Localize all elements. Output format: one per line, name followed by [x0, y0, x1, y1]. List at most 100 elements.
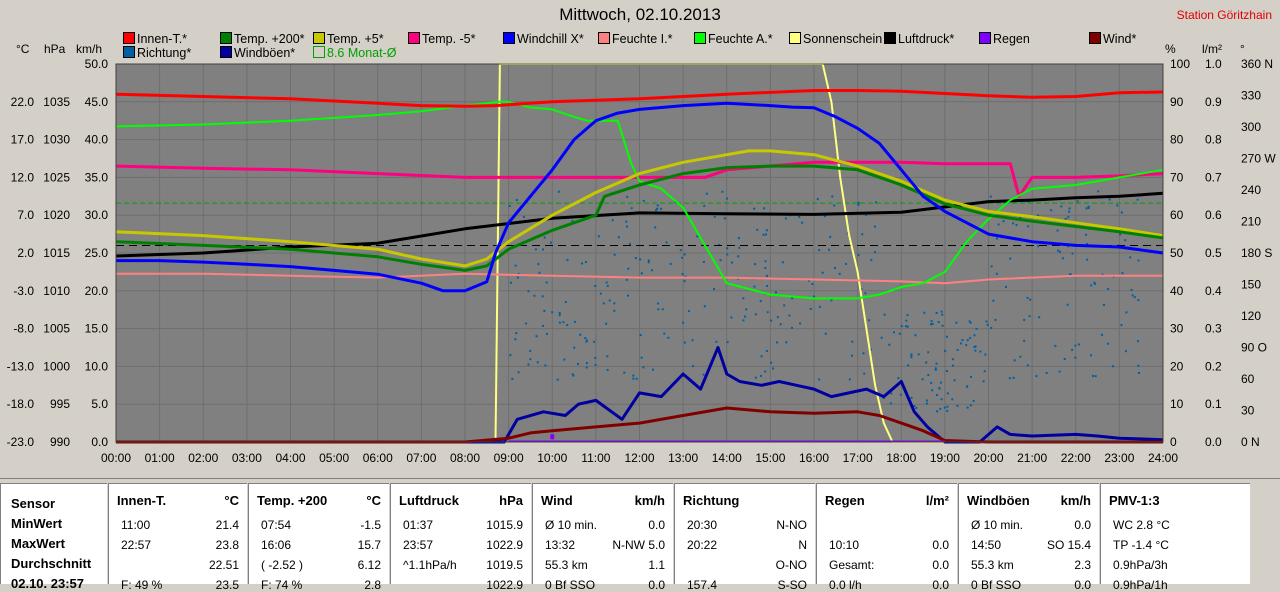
scatter-point-direction — [679, 249, 682, 252]
legend-swatch — [313, 46, 325, 58]
panel-cell-value: 1022.9 — [486, 578, 523, 592]
scatter-point-direction — [533, 294, 536, 297]
scatter-point-direction — [770, 361, 773, 364]
scatter-point-direction — [940, 310, 943, 313]
legend-label: Richtung* — [137, 46, 192, 60]
scatter-point-direction — [585, 362, 588, 365]
scatter-point-direction — [1101, 333, 1104, 336]
scatter-point-direction — [833, 204, 836, 207]
panel-cell-label: 23:57 — [403, 538, 434, 552]
scatter-point-direction — [594, 284, 597, 287]
panel-cell-value: S-SO — [777, 578, 807, 592]
panel-cell-label: 55.3 km — [971, 558, 1014, 572]
y-tick-label-kmh: 20.0 — [85, 284, 109, 298]
scatter-point-direction — [1133, 296, 1136, 299]
legend-swatch — [694, 32, 706, 44]
scatter-point-direction — [759, 300, 762, 303]
scatter-point-direction — [585, 340, 588, 343]
scatter-point-direction — [630, 207, 633, 210]
scatter-point-direction — [577, 362, 580, 365]
scatter-point-direction — [1077, 343, 1080, 346]
scatter-point-direction — [1106, 287, 1109, 290]
scatter-point-direction — [1028, 315, 1031, 318]
scatter-point-direction — [982, 380, 985, 383]
scatter-point-direction — [906, 325, 909, 328]
scatter-point-direction — [941, 313, 944, 316]
series-line — [115, 164, 1164, 272]
scatter-point-direction — [1137, 299, 1140, 302]
scatter-point-direction — [821, 271, 824, 274]
scatter-point-direction — [873, 225, 876, 228]
axis-unit-celsius: °C — [16, 42, 30, 56]
scatter-point-direction — [811, 283, 814, 286]
panel-cell-label: 0.0 l/h — [829, 578, 862, 592]
y-tick-label-kmh: 35.0 — [85, 170, 109, 184]
scatter-point-direction — [1045, 372, 1048, 375]
scatter-point-direction — [639, 333, 642, 336]
panel-header: Windböen — [967, 493, 1030, 508]
y-tick-label-percent: 100 — [1170, 57, 1190, 71]
panel-cell-label: F: 49 % — [121, 578, 163, 592]
panel-cell-label: 11:00 — [121, 518, 151, 532]
summary-panel: Richtung 20:30 N-NO 20:22 N O-NO 157.4 S-SO — [674, 483, 815, 592]
y-tick-label-direction: 30 — [1241, 404, 1255, 418]
scatter-point-direction — [983, 370, 986, 373]
scatter-point-direction — [969, 375, 972, 378]
legend-label: Feuchte I.* — [612, 32, 673, 46]
scatter-point-direction — [515, 198, 518, 201]
scatter-point-direction — [579, 333, 582, 336]
scatter-point-direction — [1060, 205, 1063, 208]
y-tick-label-direction: 120 — [1241, 309, 1261, 323]
y-tick-label-celsius: 22.0 — [11, 95, 35, 109]
x-tick-label: 22:00 — [1061, 451, 1091, 465]
scatter-point-direction — [605, 281, 608, 284]
scatter-point-direction — [683, 341, 686, 344]
scatter-point-direction — [905, 319, 908, 322]
scatter-point-direction — [745, 308, 748, 311]
scatter-point-direction — [550, 241, 553, 244]
scatter-point-direction — [1009, 257, 1012, 260]
scatter-point-direction — [556, 378, 559, 381]
scatter-point-direction — [994, 318, 997, 321]
scatter-point-direction — [1002, 220, 1005, 223]
scatter-point-direction — [1085, 207, 1088, 210]
summary-panel: Windböen km/h Ø 10 min. 0.0 14:50 SO 15.4 55.3… — [958, 483, 1099, 592]
panel-cell-value: 22.51 — [208, 558, 239, 572]
scatter-point-direction — [965, 344, 968, 347]
y-tick-label-rain: 0.3 — [1205, 322, 1222, 336]
scatter-point-direction — [851, 354, 854, 357]
scatter-point-direction — [718, 243, 721, 246]
y-tick-label-rain: 0.1 — [1205, 397, 1222, 411]
scatter-point-direction — [1068, 273, 1071, 276]
legend-label: Temp. +200* — [234, 32, 305, 46]
scatter-point-direction — [625, 278, 628, 281]
scatter-point-direction — [599, 292, 602, 295]
scatter-point-direction — [1071, 348, 1074, 351]
axis-unit-kmh: km/h — [76, 42, 103, 56]
y-tick-label-rain: 0.9 — [1205, 95, 1222, 109]
legend-swatch — [598, 32, 610, 44]
scatter-point-direction — [1068, 207, 1071, 210]
panel-unit: hPa — [499, 493, 523, 508]
panel-cell-value: 0.0 — [648, 578, 665, 592]
scatter-point-direction — [737, 237, 740, 240]
row-label: MaxWert — [11, 536, 65, 551]
scatter-point-direction — [742, 319, 745, 322]
panel-cell-value: 23.8 — [215, 538, 239, 552]
scatter-point-direction — [816, 198, 819, 201]
scatter-point-direction — [880, 336, 883, 339]
y-tick-label-percent: 30 — [1170, 322, 1184, 336]
scatter-point-direction — [682, 321, 685, 324]
panel-unit: °C — [366, 493, 381, 508]
scatter-point-direction — [1102, 304, 1105, 307]
scatter-point-direction — [764, 233, 767, 236]
axis-unit-rain: l/m² — [1202, 42, 1222, 56]
y-tick-label-kmh: 0.0 — [91, 435, 108, 449]
scatter-point-direction — [969, 336, 972, 339]
scatter-point-direction — [966, 339, 969, 342]
legend-label: Regen — [993, 32, 1030, 46]
scatter-point-direction — [984, 353, 987, 356]
scatter-point-direction — [1120, 324, 1123, 327]
series-line — [116, 272, 1163, 285]
scatter-point-direction — [1023, 318, 1026, 321]
